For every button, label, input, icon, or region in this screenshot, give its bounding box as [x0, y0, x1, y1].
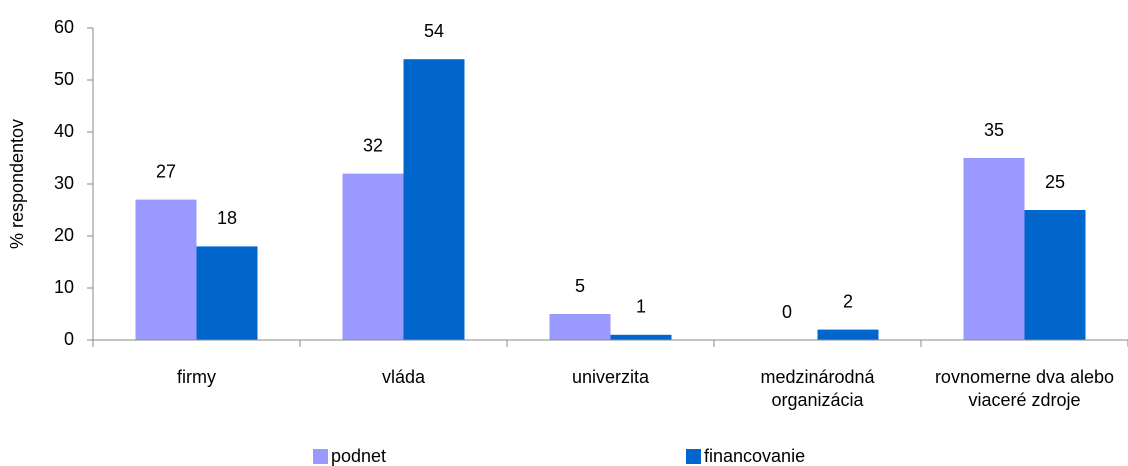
x-tick-label: univerzita: [571, 367, 650, 387]
x-tick-label: firmy: [177, 367, 216, 387]
data-label: 2: [843, 291, 853, 311]
data-label: 32: [363, 135, 383, 155]
x-tick-label: medzinárodná organizácia: [760, 367, 875, 410]
bar: [963, 158, 1025, 340]
legend-label: financovanie: [704, 446, 805, 466]
data-label: 5: [575, 276, 585, 296]
y-tick-label: 40: [54, 121, 74, 141]
x-tick-label: rovnomerne dva alebo viaceré zdroje: [934, 367, 1115, 410]
data-label: 25: [1045, 172, 1065, 192]
data-label: 35: [984, 120, 1004, 140]
y-tick-label: 20: [54, 225, 74, 245]
data-label: 0: [782, 302, 792, 322]
bar: [403, 59, 465, 340]
legend-swatch: [686, 449, 701, 464]
bar: [196, 246, 258, 340]
legend-swatch: [313, 449, 328, 464]
y-tick-label: 60: [54, 17, 74, 37]
data-label: 1: [636, 297, 646, 317]
y-tick-label: 0: [64, 329, 74, 349]
bar: [135, 199, 197, 340]
bar: [342, 173, 404, 340]
data-label: 18: [217, 208, 237, 228]
bar: [817, 329, 879, 340]
y-axis-label: % respondentov: [7, 119, 27, 249]
y-tick-label: 10: [54, 277, 74, 297]
y-tick-label: 50: [54, 69, 74, 89]
legend-label: podnet: [331, 446, 386, 466]
bar: [1024, 210, 1086, 340]
bar: [549, 314, 611, 340]
data-label: 27: [156, 161, 176, 181]
bar: [610, 334, 672, 340]
data-label: 54: [424, 21, 444, 41]
x-tick-label: vláda: [381, 367, 426, 387]
y-tick-label: 30: [54, 173, 74, 193]
